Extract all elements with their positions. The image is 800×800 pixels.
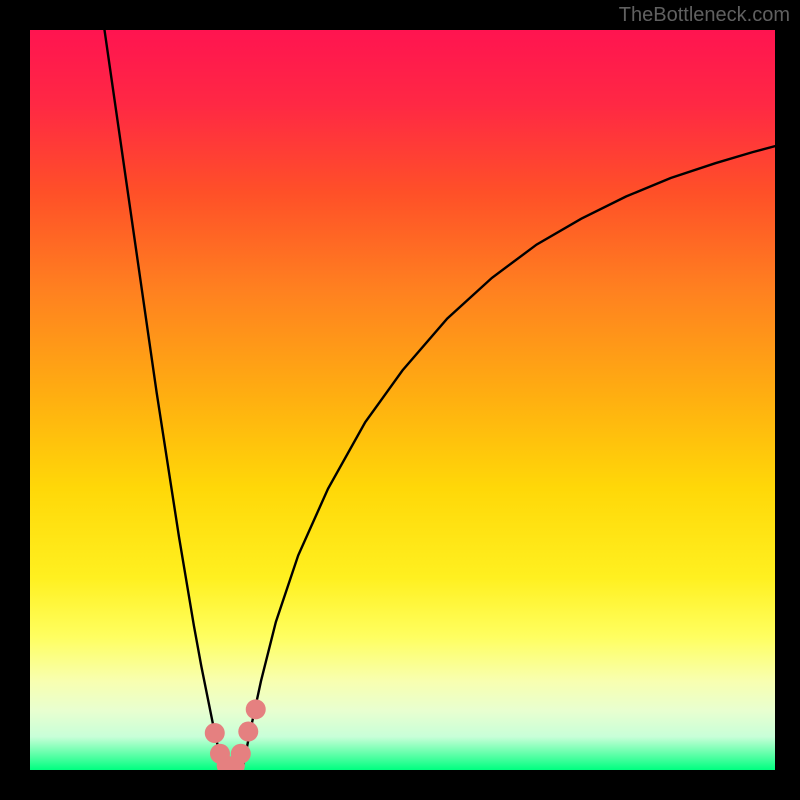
marker-point <box>205 723 225 743</box>
marker-point <box>231 744 251 764</box>
plot-area <box>30 30 775 770</box>
watermark-text: TheBottleneck.com <box>619 4 790 27</box>
bottleneck-chart-svg <box>30 30 775 770</box>
gradient-background <box>30 30 775 770</box>
chart-container: TheBottleneck.com <box>0 0 800 800</box>
marker-point <box>246 699 266 719</box>
marker-point <box>238 722 258 742</box>
